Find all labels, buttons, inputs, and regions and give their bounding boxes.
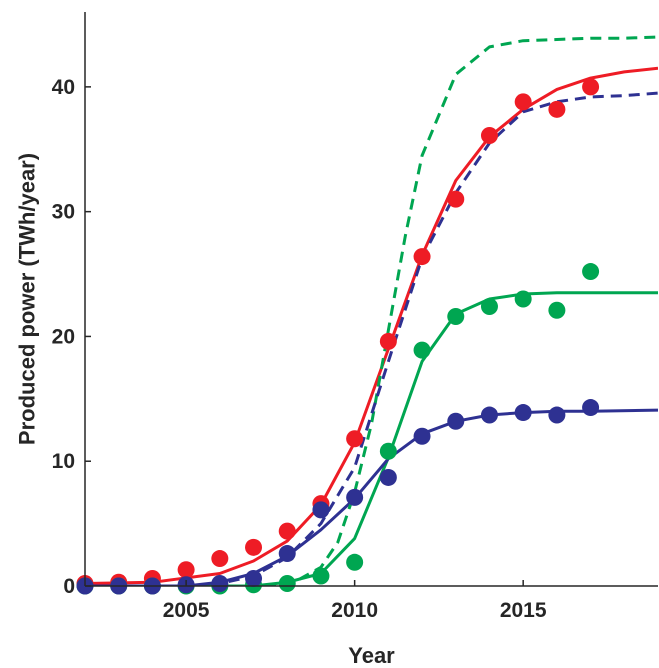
x-tick-label: 2010 bbox=[331, 599, 378, 622]
blue-data-point bbox=[211, 575, 229, 593]
blue-data-point bbox=[379, 468, 397, 486]
red-data-point bbox=[548, 100, 566, 118]
blue-dashed-line bbox=[85, 91, 658, 586]
green-dashed-line bbox=[85, 35, 658, 586]
blue-data-point bbox=[480, 406, 498, 424]
red-data-point bbox=[514, 93, 532, 111]
plot-area bbox=[76, 35, 658, 595]
y-tick-label: 40 bbox=[52, 76, 75, 99]
blue-data-point bbox=[312, 501, 330, 519]
green-data-point bbox=[582, 263, 600, 281]
blue-data-point bbox=[447, 412, 465, 430]
x-ticks: 2005 2010 2015 bbox=[163, 580, 547, 622]
green-data-point bbox=[514, 290, 532, 308]
green-data-point bbox=[413, 341, 431, 359]
blue-data-point bbox=[278, 545, 296, 563]
blue-data-point bbox=[346, 488, 364, 506]
green-solid-line bbox=[85, 291, 658, 586]
green-data-point bbox=[346, 553, 364, 571]
red-data-point bbox=[480, 127, 498, 145]
blue-data-point bbox=[514, 404, 532, 422]
x-tick-label: 2015 bbox=[500, 599, 547, 622]
green-data-point bbox=[278, 575, 296, 593]
y-ticks: 0 10 20 30 40 bbox=[52, 76, 91, 598]
red-data-point bbox=[379, 332, 397, 350]
red-data-point bbox=[447, 190, 465, 208]
red-data-point bbox=[413, 248, 431, 266]
red-data-point bbox=[346, 430, 364, 448]
red-data-point bbox=[177, 561, 195, 579]
y-axis-label: Produced power (TWh/year) bbox=[15, 153, 40, 445]
green-data-point bbox=[312, 567, 330, 585]
red-data-point bbox=[582, 78, 600, 96]
blue-data-point bbox=[413, 427, 431, 445]
y-tick-label: 20 bbox=[52, 325, 75, 348]
green-data-point bbox=[379, 442, 397, 460]
y-tick-label: 0 bbox=[63, 575, 75, 598]
red-data-point bbox=[278, 522, 296, 540]
blue-data-point bbox=[548, 406, 566, 424]
y-tick-label: 30 bbox=[52, 201, 75, 224]
x-tick-label: 2005 bbox=[163, 599, 210, 622]
axes bbox=[84, 12, 658, 587]
green-data-point bbox=[447, 307, 465, 325]
green-data-point bbox=[548, 301, 566, 319]
x-axis-label: Year bbox=[348, 643, 395, 668]
green-data-point bbox=[480, 297, 498, 315]
red-solid-line bbox=[85, 66, 658, 585]
y-tick-label: 10 bbox=[52, 450, 75, 473]
red-data-point bbox=[211, 550, 229, 568]
blue-data-point bbox=[582, 399, 600, 417]
red-data-point bbox=[245, 538, 263, 556]
blue-data-point bbox=[245, 570, 263, 588]
